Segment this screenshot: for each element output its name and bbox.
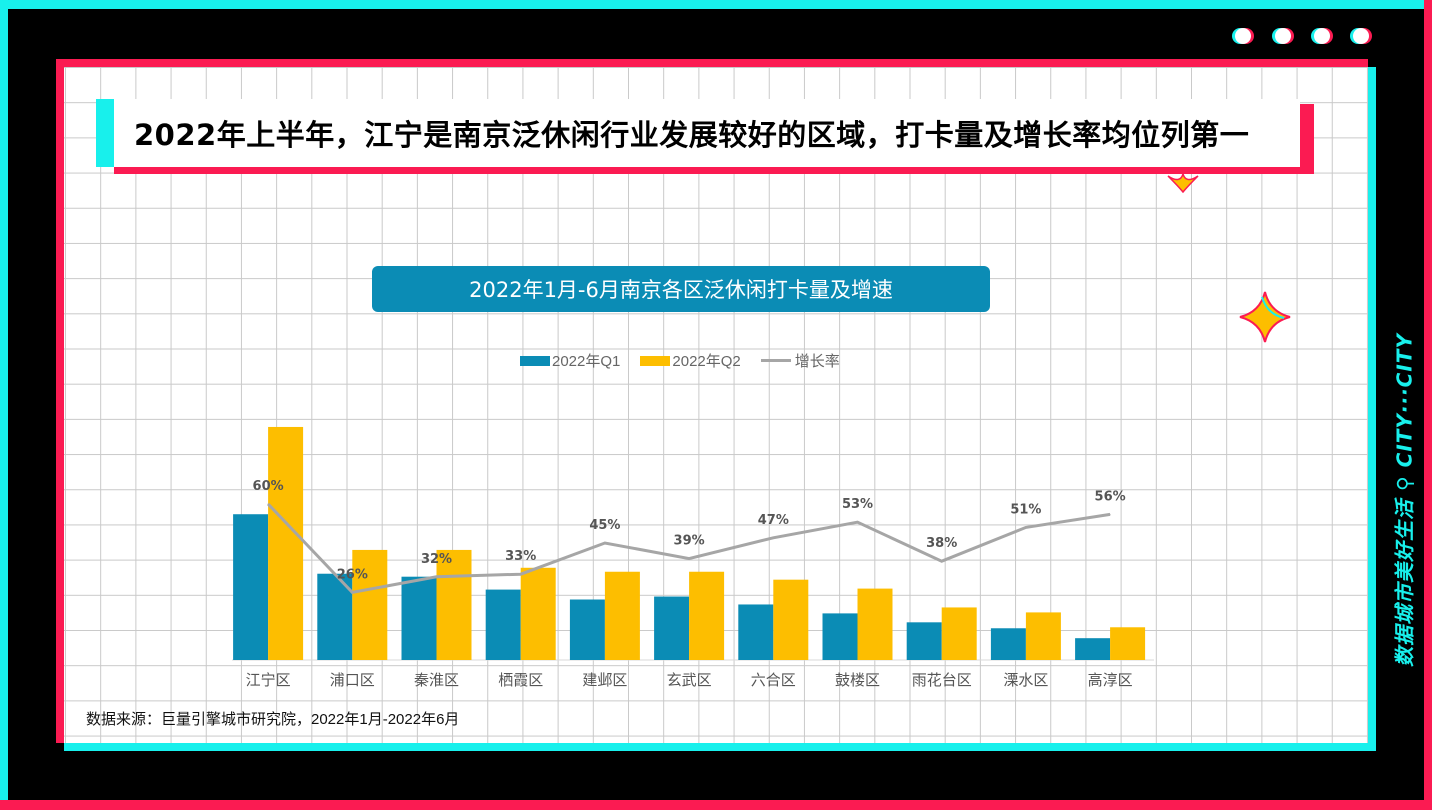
rate-data-label: 32% [421, 552, 452, 567]
bar-q1 [401, 576, 437, 660]
bar-q1 [822, 613, 858, 660]
rate-point [941, 560, 943, 562]
x-tick-label: 浦口区 [330, 672, 375, 689]
legend-swatch-q2 [640, 355, 671, 366]
bar-q1 [906, 622, 942, 660]
bar-q2 [604, 571, 640, 660]
bar-q1 [990, 628, 1026, 660]
legend-label-rate: 增长率 [794, 353, 840, 370]
page-headline: 2022年上半年，江宁是南京泛休闲行业发展较好的区域，打卡量及增长率均位列第一 [134, 118, 1250, 152]
rate-point [604, 542, 606, 544]
bar-q1 [233, 514, 269, 660]
bar-q1 [485, 589, 521, 660]
rate-point [520, 573, 522, 575]
side-vertical-label: 数据城市美好生活 ⚲ CITY···CITY [1392, 333, 1417, 667]
legend-label-q2: 2022年Q2 [672, 353, 741, 370]
chart-legend: 2022年Q1 2022年Q2 增长率 [520, 350, 860, 371]
x-tick-label: 六合区 [751, 672, 796, 689]
bar-q2 [1110, 627, 1146, 660]
rate-data-label: 45% [589, 518, 620, 533]
rate-point [436, 576, 437, 578]
left-accent-bar [0, 0, 8, 800]
bar-q1 [654, 596, 690, 660]
legend-item-rate: 增长率 [760, 350, 840, 371]
bar-q2 [520, 567, 556, 660]
bar-q1 [569, 599, 605, 660]
legend-swatch-q1 [520, 355, 550, 366]
sparkle-icon [1167, 171, 1199, 194]
sparkle-icon [1239, 291, 1291, 343]
x-tick-label: 高淳区 [1088, 671, 1133, 689]
x-tick-label: 江宁区 [246, 672, 291, 689]
rate-data-label: 56% [1095, 489, 1126, 504]
bar-q2 [352, 549, 388, 660]
x-tick-label: 秦淮区 [414, 672, 459, 689]
rate-data-label: 26% [337, 567, 368, 582]
window-dot-icon [1275, 28, 1291, 44]
rate-point [772, 537, 774, 539]
bar-q1 [1075, 638, 1111, 660]
bar-q2 [436, 549, 472, 660]
rate-data-label: 33% [505, 549, 536, 564]
x-tick-label: 溧水区 [1003, 672, 1048, 689]
bar-q2 [268, 426, 304, 660]
right-accent-bar [1424, 0, 1432, 810]
rate-point [1109, 513, 1111, 515]
source-note: 数据来源：巨量引擎城市研究院，2022年1月-2022年6月 [86, 711, 460, 728]
rate-point [267, 503, 269, 505]
rate-data-label: 53% [842, 497, 873, 512]
rate-point [857, 521, 858, 523]
x-tick-label: 鼓楼区 [835, 672, 880, 689]
top-accent-bar [0, 0, 1424, 9]
legend-label-q1: 2022年Q1 [552, 353, 621, 370]
window-dot-icon [1314, 28, 1330, 44]
rate-point [1025, 526, 1027, 528]
bar-q2 [857, 588, 893, 660]
rate-data-label: 60% [253, 479, 284, 494]
legend-item-q1: 2022年Q1 [520, 350, 620, 371]
x-tick-label: 雨花台区 [912, 672, 972, 689]
rate-data-label: 47% [758, 513, 789, 528]
window-dot-icon [1353, 28, 1369, 44]
rate-point [688, 558, 690, 560]
bar-q2 [689, 571, 725, 660]
x-tick-label: 栖霞区 [498, 672, 543, 689]
bar-q2 [1025, 612, 1061, 660]
bottom-accent-bar [0, 800, 1432, 810]
headline-box: 2022年上半年，江宁是南京泛休闲行业发展较好的区域，打卡量及增长率均位列第一 [114, 99, 1300, 167]
rate-data-label: 51% [1010, 502, 1041, 517]
window-dot-icon [1235, 28, 1251, 44]
rate-point [351, 591, 353, 593]
rate-data-label: 39% [674, 534, 705, 549]
rate-data-label: 38% [926, 536, 957, 551]
bar-q2 [941, 607, 977, 660]
x-tick-label: 建邺区 [582, 672, 627, 689]
chart-title: 2022年1月-6月南京各区泛休闲打卡量及增速 [372, 266, 990, 312]
x-tick-label: 玄武区 [667, 672, 712, 689]
legend-swatch-rate [760, 359, 791, 362]
bar-q1 [738, 604, 774, 660]
legend-item-q2: 2022年Q2 [640, 350, 741, 371]
bar-q2 [773, 579, 809, 660]
